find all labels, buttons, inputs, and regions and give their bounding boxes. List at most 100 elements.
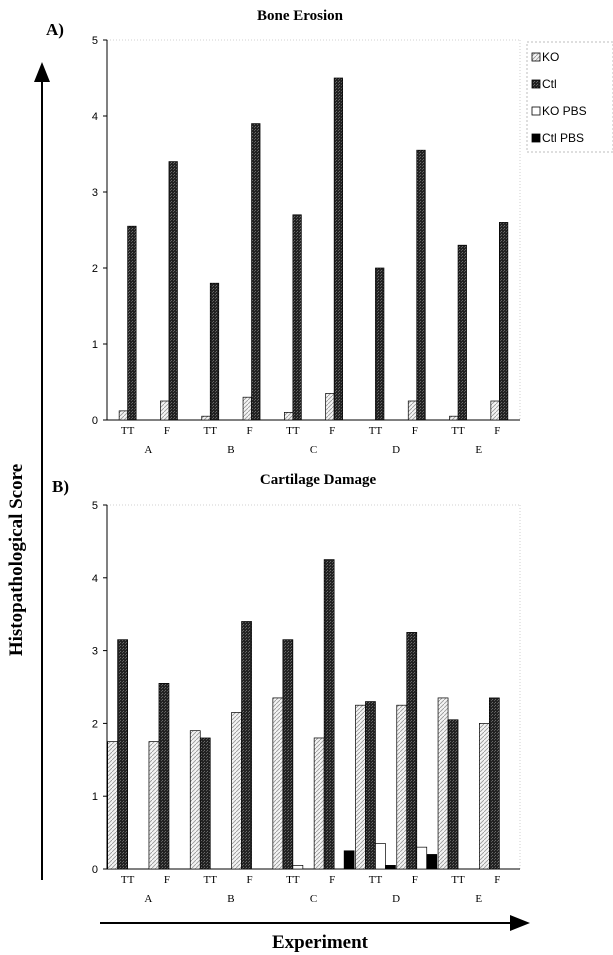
- figure-y-axis-arrowhead: [34, 62, 50, 82]
- bar-ko: [118, 410, 129, 421]
- y-tick-label: 5: [92, 35, 98, 47]
- x-tick-label: TT: [369, 425, 383, 437]
- y-tick-label: 4: [92, 573, 98, 585]
- bar-ctl: [323, 559, 335, 870]
- bar-ctl: [117, 639, 129, 870]
- group-label: C: [310, 893, 317, 905]
- figure-x-axis: Experiment: [100, 915, 530, 953]
- legend-label-ctl: Ctl: [542, 77, 557, 91]
- x-tick-label: TT: [204, 874, 218, 886]
- y-tick-label: 4: [92, 111, 98, 123]
- bar-ctl-pbs: [343, 850, 355, 870]
- bar-ko: [407, 400, 418, 421]
- x-tick-label: F: [412, 874, 418, 886]
- bar-ctl: [375, 267, 385, 421]
- bar-ko-pbs: [375, 843, 386, 870]
- x-tick-label: TT: [286, 425, 300, 437]
- group-label: B: [227, 893, 234, 905]
- legend-label-ctl-pbs: Ctl PBS: [542, 131, 584, 145]
- bar-ctl: [292, 214, 302, 421]
- x-tick-label: TT: [451, 874, 465, 886]
- bar-ctl: [241, 621, 252, 870]
- x-tick-label: F: [494, 425, 500, 437]
- x-tick-label: TT: [451, 425, 465, 437]
- bar-ctl: [457, 244, 467, 421]
- bar-ko: [490, 400, 500, 421]
- bar-ctl: [199, 737, 211, 870]
- bar-ctl: [489, 697, 500, 870]
- figure-y-axis: Histopathological Score: [6, 62, 50, 880]
- x-tick-label: F: [494, 874, 500, 886]
- legend-swatch-ctl-pbs: [531, 133, 541, 143]
- legend-swatch-ko-pbs: [531, 106, 541, 116]
- bar-ko: [479, 723, 490, 870]
- bar-ctl-pbs: [426, 854, 438, 870]
- bar-ko-pbs: [416, 846, 428, 870]
- y-tick-label: 1: [92, 339, 98, 351]
- x-tick-label: F: [329, 874, 335, 886]
- bar-ctl: [158, 683, 170, 870]
- legend-box: [526, 41, 613, 153]
- bar-ko: [189, 730, 201, 870]
- y-tick-label: 2: [92, 263, 98, 275]
- bar-ko: [313, 737, 325, 870]
- bar-ctl: [416, 149, 426, 421]
- panel-a-title: Bone Erosion: [257, 8, 344, 24]
- bar-ko: [231, 712, 242, 870]
- group-label: D: [392, 893, 400, 905]
- x-tick-label: F: [412, 425, 418, 437]
- bar-ctl: [447, 719, 459, 870]
- legend-item-ko-pbs: KO PBS: [531, 104, 587, 118]
- legend-swatch-ctl: [531, 79, 541, 89]
- y-tick-label: 5: [92, 500, 98, 512]
- panel-b-label: B): [52, 477, 69, 496]
- bar-ko: [201, 415, 211, 421]
- bar-ctl: [282, 639, 294, 870]
- legend-item-ctl-pbs: Ctl PBS: [531, 131, 584, 145]
- group-label: E: [475, 893, 482, 905]
- panel-a-label: A): [46, 20, 64, 39]
- bar-ko: [396, 704, 408, 870]
- bar-ko: [449, 415, 459, 421]
- x-tick-label: F: [246, 425, 252, 437]
- bar-ko: [272, 697, 284, 870]
- bar-ko: [107, 741, 119, 870]
- legend-label-ko-pbs: KO PBS: [542, 104, 587, 118]
- bar-ctl: [209, 282, 220, 421]
- x-tick-label: TT: [369, 874, 383, 886]
- y-tick-label: 3: [92, 187, 98, 199]
- bar-ko: [325, 393, 335, 421]
- bar-ctl: [127, 225, 137, 421]
- figure-x-axis-label: Experiment: [272, 932, 369, 953]
- x-tick-label: F: [164, 874, 170, 886]
- bar-ko: [355, 704, 366, 870]
- panel-b-title: Cartilage Damage: [260, 472, 377, 488]
- x-tick-label: F: [329, 425, 335, 437]
- x-tick-label: TT: [121, 425, 135, 437]
- legend-item-ctl: Ctl: [531, 77, 557, 91]
- legend-item-ko: KO: [531, 50, 559, 64]
- y-tick-label: 1: [92, 791, 98, 803]
- bar-ctl: [499, 222, 509, 421]
- group-label: D: [392, 444, 400, 456]
- bar-ctl: [406, 632, 418, 870]
- figure-y-axis-label: Histopathological Score: [6, 464, 27, 656]
- group-label: B: [227, 444, 234, 456]
- bar-ko: [437, 697, 449, 870]
- y-tick-label: 0: [92, 415, 98, 427]
- bar-ctl: [168, 161, 178, 421]
- x-tick-label: F: [164, 425, 170, 437]
- figure-x-axis-arrowhead: [510, 915, 530, 931]
- bar-ko: [160, 400, 170, 421]
- legend: KO Ctl KO PBS Ctl PBS: [526, 41, 613, 153]
- group-label: E: [475, 444, 482, 456]
- x-tick-label: TT: [286, 874, 300, 886]
- x-tick-label: TT: [121, 874, 135, 886]
- y-tick-label: 0: [92, 864, 98, 876]
- bar-ctl: [333, 77, 343, 421]
- bar-ctl-pbs: [385, 865, 396, 870]
- group-label: A: [144, 444, 152, 456]
